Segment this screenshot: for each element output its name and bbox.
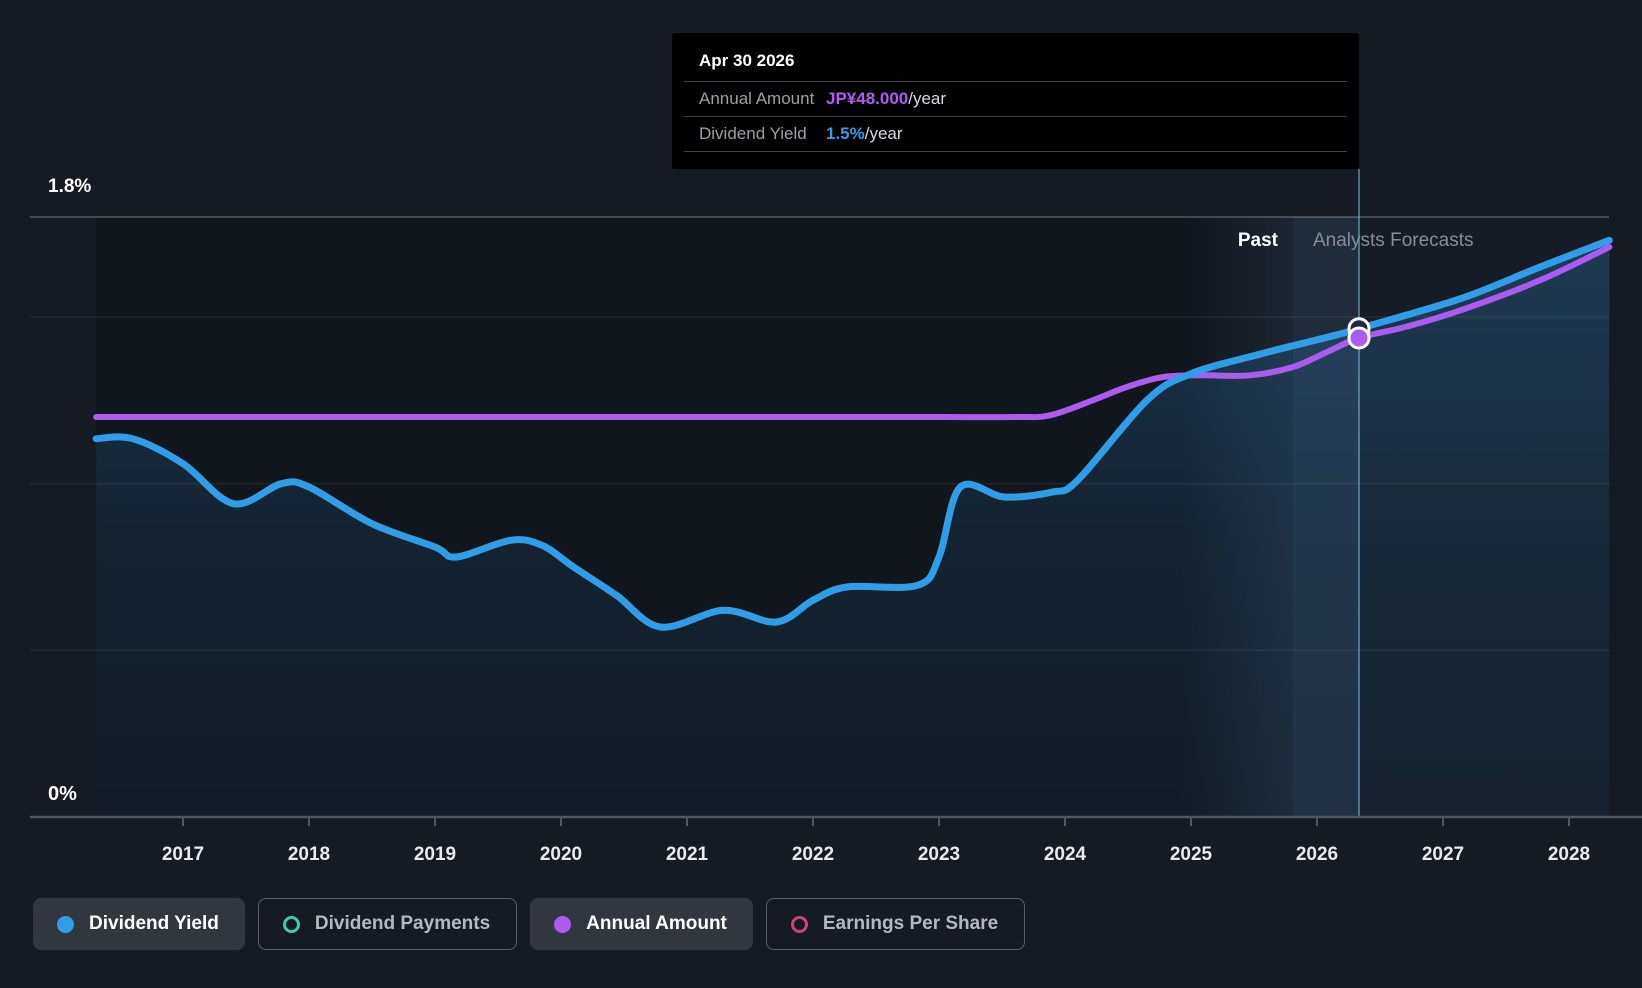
tooltip-date-title: Apr 30 2026	[684, 33, 1347, 82]
annual-amount-marker	[1347, 326, 1371, 350]
past-zone-label: Past	[1237, 230, 1278, 251]
x-tick-label: 2023	[918, 844, 960, 865]
dividend-yield-dot-icon	[57, 915, 74, 933]
x-tick-label: 2026	[1296, 844, 1338, 865]
legend-item-earnings-per-share[interactable]: Earnings Per Share	[765, 898, 1026, 950]
dividend-yield-line[interactable]	[92, 236, 1613, 631]
x-tick-label: 2020	[540, 844, 582, 865]
dividend-payments-ring-icon	[282, 915, 300, 933]
tooltip-label: Dividend Yield	[699, 124, 807, 143]
tooltip-value: JP¥48.000/year	[826, 89, 947, 108]
legend-item-label: Dividend Yield	[89, 913, 219, 934]
dividend-yield-area	[96, 240, 1610, 818]
x-tick-label: 2022	[792, 844, 834, 865]
y-axis-label-top: 1.8%	[48, 176, 92, 197]
x-tick-label: 2028	[1548, 844, 1590, 865]
x-tick-label: 2018	[288, 844, 330, 865]
y-axis-label-bottom: 0%	[48, 783, 77, 805]
legend-item-label: Annual Amount	[586, 913, 727, 934]
x-tick-label: 2024	[1044, 844, 1087, 865]
x-tick-label: 2025	[1170, 844, 1213, 865]
tooltip-value-suffix: /year	[908, 89, 947, 108]
legend-item-annual-amount[interactable]: Annual Amount	[530, 898, 753, 950]
x-tick-label: 2021	[666, 844, 709, 865]
earnings-per-share-ring-icon	[790, 915, 808, 933]
x-tick-label: 2019	[414, 844, 456, 865]
tooltip-value: 1.5%/year	[826, 124, 903, 143]
analysts-forecasts-zone-label: Analysts Forecasts	[1313, 230, 1474, 251]
legend-item-label: Dividend Payments	[314, 913, 491, 934]
tooltip-row-dividend-yield: Dividend Yield 1.5%/year	[684, 117, 1347, 152]
legend-item-dividend-yield[interactable]: Dividend Yield	[33, 898, 245, 950]
legend-item-label: Earnings Per Share	[822, 913, 999, 934]
legend: Dividend Yield Dividend Payments Annual …	[33, 898, 1026, 950]
x-tick-label: 2017	[162, 844, 204, 865]
tooltip-row-annual-amount: Annual Amount JP¥48.000/year	[684, 82, 1347, 117]
chart-tooltip: Apr 30 2026 Annual Amount JP¥48.000/year…	[672, 33, 1359, 169]
tooltip-label: Annual Amount	[699, 89, 815, 108]
tooltip-value-suffix: /year	[864, 124, 903, 143]
x-tick-label: 2027	[1422, 844, 1464, 865]
legend-item-dividend-payments[interactable]: Dividend Payments	[257, 898, 518, 950]
annual-amount-dot-icon	[554, 915, 572, 933]
